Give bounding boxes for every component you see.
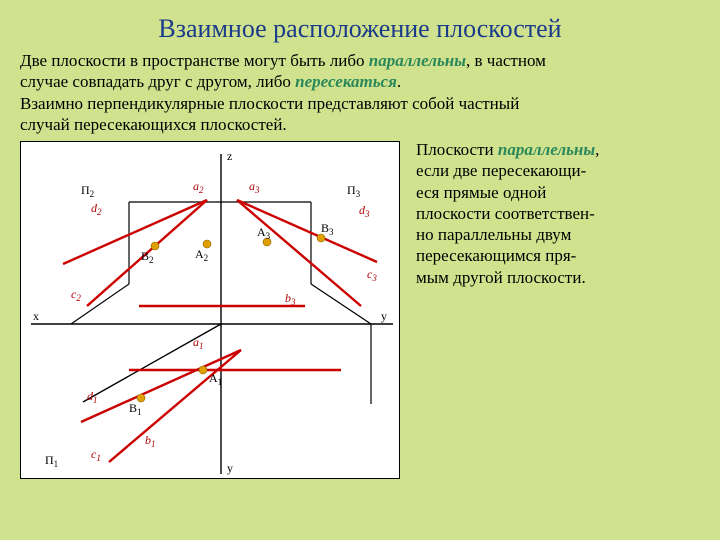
svg-text:П2: П2	[81, 183, 94, 199]
s1a: Плоскости	[416, 140, 498, 159]
intro-l4: случай пересекающихся плоскостей.	[20, 115, 287, 134]
svg-text:y: y	[381, 309, 387, 323]
s2: если две пересекающи-	[416, 161, 586, 180]
svg-text:П1: П1	[45, 453, 58, 469]
svg-text:a3: a3	[249, 179, 260, 195]
svg-text:d2: d2	[91, 201, 102, 217]
intro-l2a: случае совпадать друг с другом, либо	[20, 72, 295, 91]
s1b: параллельны	[498, 140, 595, 159]
svg-text:x: x	[33, 309, 39, 323]
s4: плоскости соответствен-	[416, 204, 595, 223]
s6: пересекающимся пря-	[416, 246, 576, 265]
s5: но параллельны двум	[416, 225, 571, 244]
diagram: zyxyП1П2П3a2d2c2a3d3c3b3a1d1b1c1A2B2A3B3…	[20, 141, 400, 479]
svg-text:c1: c1	[91, 447, 101, 463]
svg-text:d3: d3	[359, 203, 370, 219]
intro-em1: параллельны	[369, 51, 466, 70]
svg-text:c3: c3	[367, 267, 377, 283]
s7: мым другой плоскости.	[416, 268, 586, 287]
svg-text:a1: a1	[193, 335, 204, 351]
intro-em2: пересекаться	[295, 72, 397, 91]
s3: еся прямые одной	[416, 183, 546, 202]
svg-text:A2: A2	[195, 247, 208, 263]
svg-text:B3: B3	[321, 221, 334, 237]
svg-text:A1: A1	[209, 371, 222, 387]
svg-text:b1: b1	[145, 433, 156, 449]
svg-text:d1: d1	[87, 389, 98, 405]
svg-text:b3: b3	[285, 291, 296, 307]
intro-l1a: Две плоскости в пространстве могут быть …	[20, 51, 369, 70]
svg-text:B1: B1	[129, 401, 142, 417]
svg-text:a2: a2	[193, 179, 204, 195]
side-text: Плоскости параллельны, если две пересека…	[400, 139, 599, 479]
svg-text:B2: B2	[141, 249, 154, 265]
s1c: ,	[595, 140, 599, 159]
svg-text:z: z	[227, 149, 232, 163]
intro-l2c: .	[397, 72, 401, 91]
page-title: Взаимное расположение плоскостей	[0, 0, 720, 50]
svg-text:П3: П3	[347, 183, 361, 199]
diagram-svg: zyxyП1П2П3a2d2c2a3d3c3b3a1d1b1c1A2B2A3B3…	[21, 142, 401, 480]
intro-l1c: , в частном	[466, 51, 546, 70]
intro-text: Две плоскости в пространстве могут быть …	[0, 50, 720, 135]
intro-l3: Взаимно перпендикулярные плоскости предс…	[20, 94, 519, 113]
svg-text:c2: c2	[71, 287, 81, 303]
content-row: zyxyП1П2П3a2d2c2a3d3c3b3a1d1b1c1A2B2A3B3…	[0, 135, 720, 479]
svg-text:y: y	[227, 461, 233, 475]
